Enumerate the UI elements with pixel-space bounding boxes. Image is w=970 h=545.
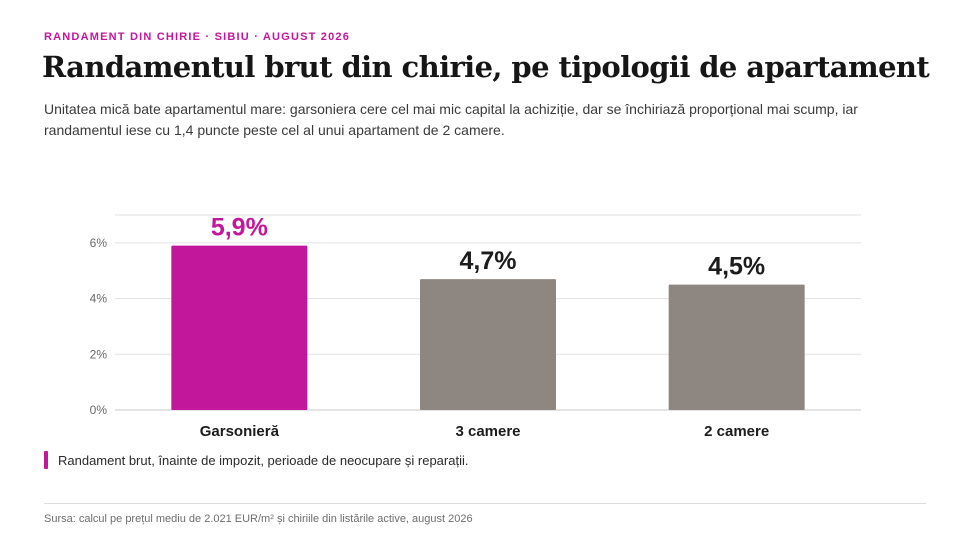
bar-value-label: 4,7% <box>460 247 517 275</box>
chart-subtitle: Unitatea mică bate apartamentul mare: ga… <box>44 101 858 138</box>
bar <box>420 279 556 410</box>
labels-layer: 0% 2% 4% 6% 5,9% Garsonieră 4,7% 3 camere 4,5% 2 … <box>90 214 770 440</box>
legend-swatch <box>44 451 48 469</box>
footer-divider <box>44 503 926 504</box>
x-category-label: 2 camere <box>704 423 769 440</box>
y-tick-label: 2% <box>90 347 108 361</box>
bar-value-label: 4,5% <box>708 253 765 281</box>
bar <box>171 245 308 410</box>
y-tick-label: 6% <box>90 236 108 250</box>
kicker: RANDAMENT DIN CHIRIE · SIBIU · AUGUST 20… <box>44 31 351 43</box>
bar-chart: 0% 2% 4% 6% 5,9% Garsonieră 4,7% 3 camere 4,5% 2 … <box>90 214 861 440</box>
legend-label: Randament brut, înainte de impozit, peri… <box>58 452 469 468</box>
legend: Randament brut, înainte de impozit, peri… <box>44 451 468 469</box>
bars-layer <box>171 245 805 410</box>
chart-title: Randamentul brut din chirie, pe tipologi… <box>42 50 930 84</box>
x-category-label: 3 camere <box>455 423 520 440</box>
y-tick-label: 0% <box>90 403 108 417</box>
source-note: Sursa: calcul pe prețul mediu de 2.021 E… <box>44 513 473 525</box>
y-tick-label: 4% <box>90 292 108 306</box>
bar <box>668 284 805 410</box>
bar-value-label: 5,9% <box>211 214 268 242</box>
x-category-label: Garsonieră <box>200 423 280 440</box>
